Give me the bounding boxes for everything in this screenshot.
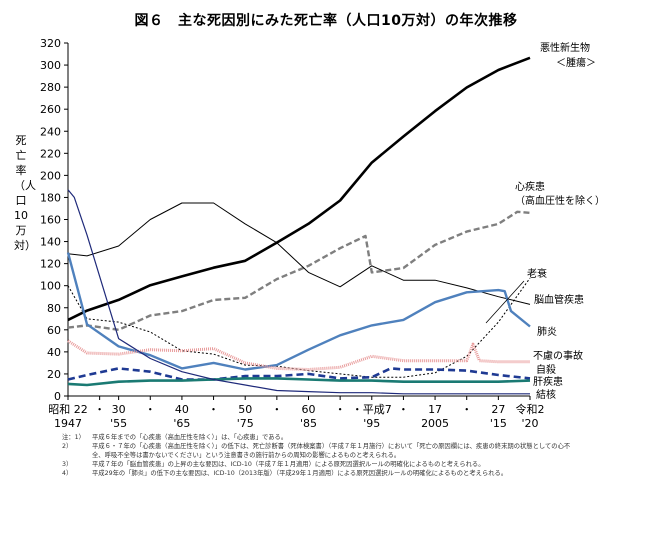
x-tick-sublabel: 1947 <box>54 417 82 430</box>
x-tick-label: ・ <box>335 403 346 416</box>
y-tick-label: 240 <box>40 125 61 138</box>
y-tick-label: 140 <box>40 236 61 249</box>
series-label-senility: 老衰 <box>527 267 547 280</box>
x-tick-label: ・平成7 <box>352 403 392 416</box>
footnote-row: 2） 平成６・７年の「心疾患（高血圧性を除く）」の低下は、死亡診断書（死体検案書）… <box>62 442 582 460</box>
y-tick-label: 200 <box>40 169 61 182</box>
x-tick-label: 昭和 22 <box>48 403 88 416</box>
x-tick-sublabel: '15 <box>490 417 507 430</box>
y-tick-label: 180 <box>40 191 61 204</box>
series-line-4 <box>66 252 531 371</box>
series-line-3 <box>67 202 531 305</box>
x-tick-label: 30 <box>112 403 126 416</box>
footnote-text: 平成７年の「脳血管疾患」の上昇の主な要因は、ICD-10（平成７年１月適用）によ… <box>92 461 485 468</box>
x-tick-label: 50 <box>238 403 252 416</box>
x-tick-sublabel: '20 <box>521 417 538 430</box>
footnote-label: 2） <box>62 443 73 450</box>
series-line-8 <box>67 189 530 395</box>
footnote-label: 注：1） <box>62 434 85 441</box>
x-tick-label: ・ <box>208 403 219 416</box>
x-tick-sublabel: '95 <box>363 417 380 430</box>
series-label-heart2: （高血圧性を除く） <box>515 194 605 207</box>
x-tick-sublabel: '75 <box>237 417 254 430</box>
series-label-cancer1: 悪性新生物 <box>540 41 590 54</box>
footnote-text: 平成６・７年の「心疾患（高血圧性を除く）」の低下は、死亡診断書（死体検案書）（平… <box>92 443 571 459</box>
y-tick-label: 80 <box>47 302 61 315</box>
y-tick-label: 0 <box>54 390 61 403</box>
y-tick-label: 60 <box>47 324 61 337</box>
mortality-line-chart: 0 20 40 60 80 100 120 140 160 180 200 220 240 260 280 3… <box>39 37 606 430</box>
footnote-row: 3） 平成７年の「脳血管疾患」の上昇の主な要因は、ICD-10（平成７年１月適用）… <box>62 460 582 469</box>
y-tick-label: 40 <box>47 346 61 359</box>
x-tick-label: ・ <box>398 403 409 416</box>
y-tick-label: 20 <box>47 368 61 381</box>
x-tick-sublabel: '65 <box>173 417 190 430</box>
footnotes: 注：1） 平成６年までの「心疾患（高血圧性を除く）」は、「心疾患」である。 2） 平成… <box>62 433 582 478</box>
series-label-tb: 結核 <box>536 388 556 401</box>
x-tick-sublabel: 2005 <box>421 417 449 430</box>
x-tick-label: 令和2 <box>516 402 545 416</box>
footnote-row: 注：1） 平成６年までの「心疾患（高血圧性を除く）」は、「心疾患」である。 <box>62 433 582 442</box>
x-tick-label: ・ <box>271 403 282 416</box>
series-label-suicide: 自殺 <box>536 363 556 376</box>
series-line-1 <box>67 210 531 331</box>
x-tick-label: 40 <box>175 403 189 416</box>
senility-leader-line <box>485 280 525 324</box>
x-axis-label: 年 <box>39 429 50 430</box>
footnote-label: 3） <box>62 461 73 468</box>
chart-title: 図６ 主な死因別にみた死亡率（人口10万対）の年次推移 <box>134 13 518 29</box>
y-tick-label: 100 <box>40 280 61 293</box>
series-line-7 <box>67 377 531 387</box>
series-label-heart1: 心疾患 <box>515 180 545 193</box>
y-tick-label: 280 <box>40 81 61 94</box>
x-tick-label: ・ <box>461 403 472 416</box>
x-tick-label: 27 <box>491 403 505 416</box>
y-tick-label: 260 <box>40 103 61 116</box>
footnote-text: 平成29年の「肺炎」の低下の主な要因は、ICD-10（2013年版）（平成29年… <box>92 470 508 477</box>
footnote-text: 平成６年までの「心疾患（高血圧性を除く）」は、「心疾患」である。 <box>92 434 288 441</box>
x-tick-label: 60 <box>301 403 315 416</box>
y-tick-label: 320 <box>40 37 61 50</box>
series-label-accident: 不慮の事故 <box>533 349 583 362</box>
x-tick-sublabel: '55 <box>110 417 127 430</box>
series-line-5 <box>67 339 530 371</box>
y-tick-label: 160 <box>40 214 61 227</box>
series-label-cancer2: ＜腫瘍＞ <box>556 56 596 69</box>
y-tick-label: 220 <box>40 147 61 160</box>
series-label-liver: 肝疾患 <box>533 375 563 388</box>
series-line-6 <box>67 367 531 381</box>
series-label-cerebro: 脳血管疾患 <box>534 293 584 306</box>
footnote-label: 4） <box>62 470 73 477</box>
x-tick-label: ・ <box>94 403 105 416</box>
y-tick-label: 300 <box>40 59 61 72</box>
footnote-row: 4） 平成29年の「肺炎」の低下の主な要因は、ICD-10（2013年版）（平成2… <box>62 469 582 478</box>
x-tick-label: 17 <box>428 403 442 416</box>
series-line-2 <box>67 277 531 378</box>
x-tick-label: ・ <box>145 403 156 416</box>
series-line-0 <box>67 56 531 322</box>
x-tick-sublabel: '85 <box>300 417 317 430</box>
series-label-pneumonia: 肺炎 <box>537 326 557 338</box>
y-tick-label: 120 <box>40 258 61 271</box>
